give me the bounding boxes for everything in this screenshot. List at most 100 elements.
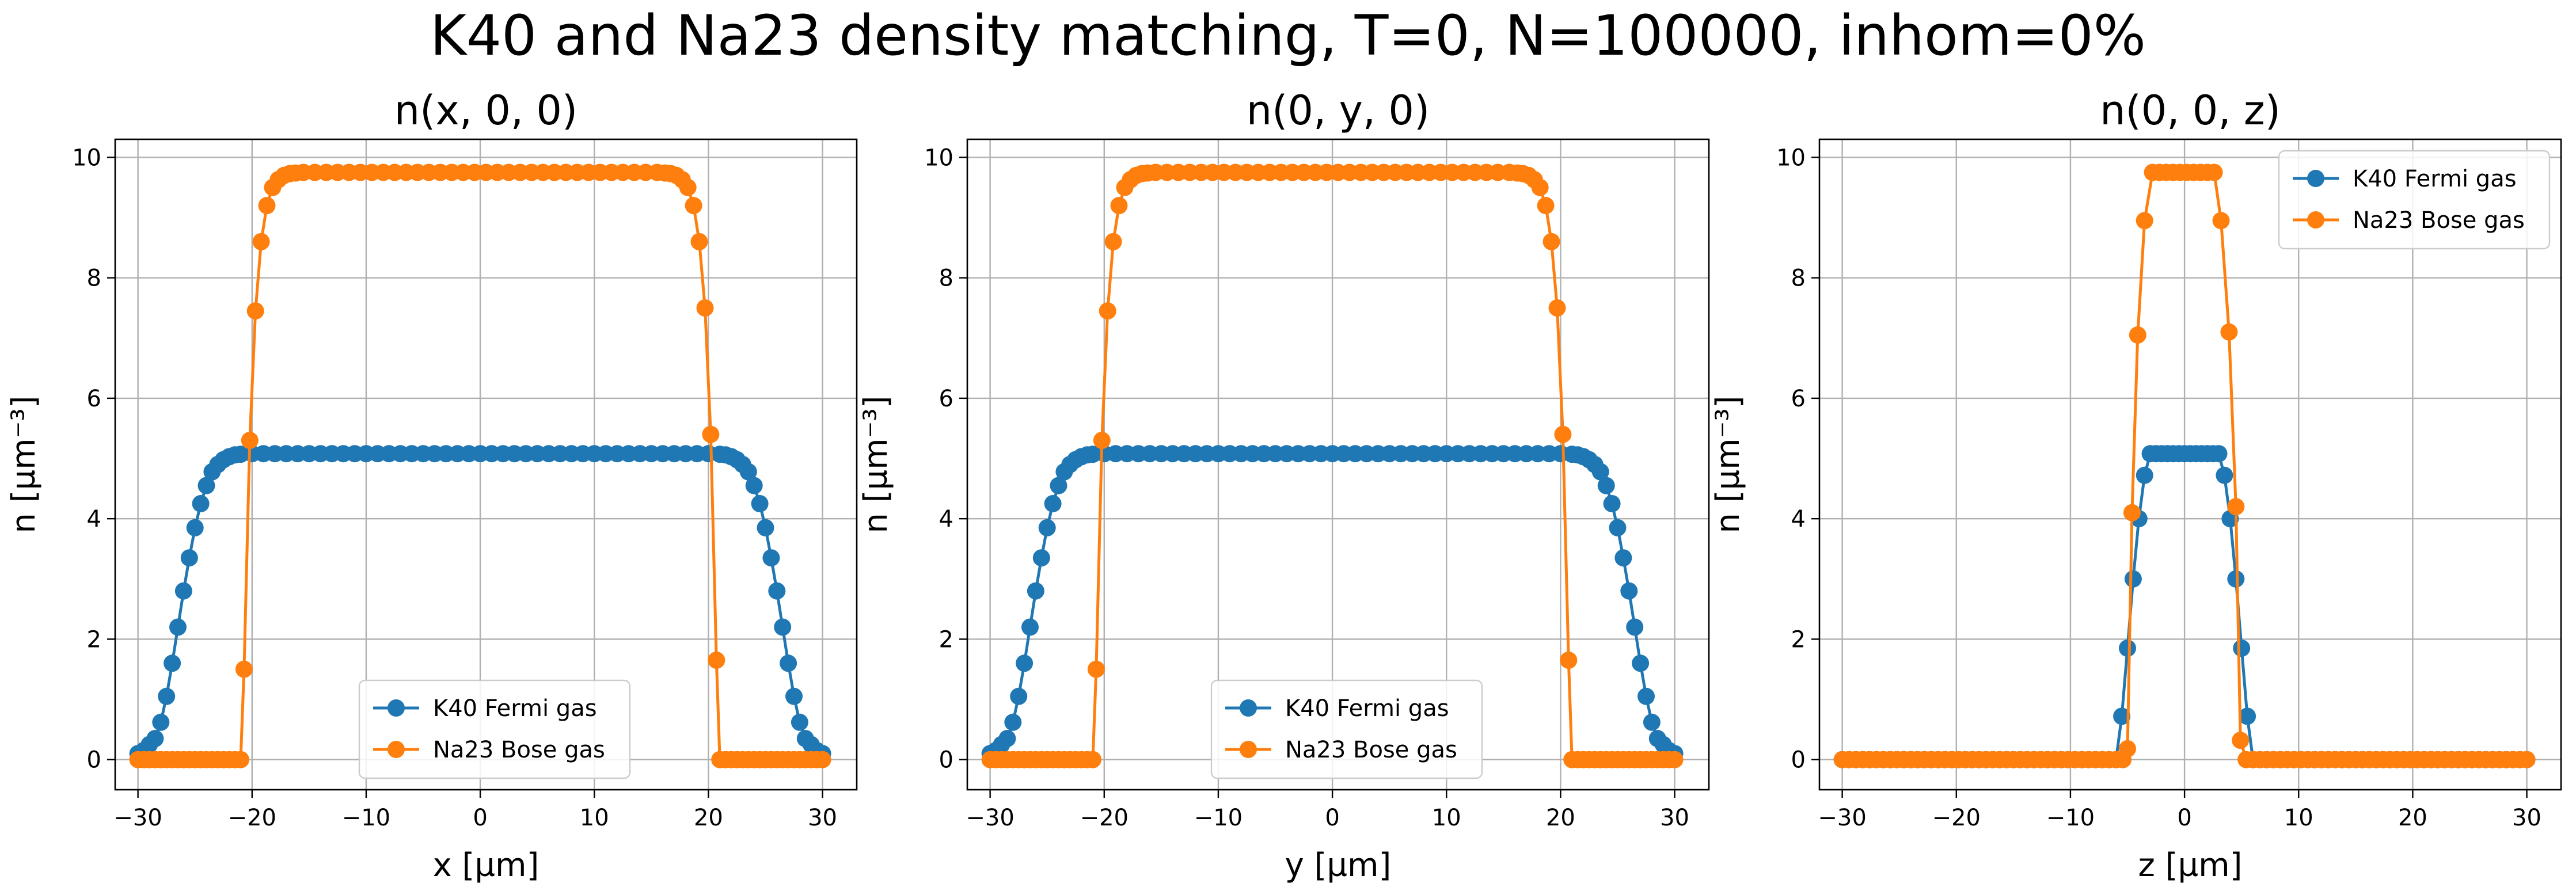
legend-box — [1210, 679, 1483, 779]
legend-entry-k40: K40 Fermi gas — [2353, 166, 2517, 192]
data-point — [2119, 639, 2136, 657]
x-axis-label: y [µm] — [1285, 847, 1392, 884]
data-point — [2119, 740, 2136, 757]
x-tick-label: 20 — [1546, 805, 1575, 831]
legend: K40 Fermi gas Na23 Bose gas — [358, 679, 631, 779]
series-k40 — [981, 445, 1684, 763]
data-point — [1104, 233, 1122, 250]
series-na23 — [129, 163, 831, 768]
subplot-2: −30 −20 −10 0 10 20 30 0 2 4 6 8 10 n(0, y, 0) y [µm] n… — [857, 87, 1710, 884]
data-point — [1560, 652, 1578, 669]
data-point — [702, 425, 720, 443]
x-tick-label: 10 — [1432, 805, 1461, 831]
data-point — [1087, 660, 1105, 678]
legend-marker — [387, 741, 405, 758]
data-point — [192, 495, 210, 512]
data-point — [1093, 432, 1111, 450]
data-point — [768, 582, 786, 600]
x-tick-label: 0 — [473, 805, 487, 831]
y-tick-label: 4 — [87, 506, 101, 532]
y-tick-label: 2 — [1791, 626, 1806, 653]
legend-box — [358, 679, 631, 779]
data-point — [1016, 654, 1034, 672]
axes-frame — [1818, 138, 2562, 791]
x-tick-label: −10 — [2046, 805, 2095, 831]
y-tick-label: 8 — [939, 265, 953, 292]
series-na23 — [981, 163, 1684, 768]
x-tick-label: 10 — [580, 805, 609, 831]
y-tick-label: 0 — [939, 747, 953, 774]
data-point — [1531, 178, 1549, 196]
data-point — [2216, 466, 2233, 484]
legend-entry-na23: Na23 Bose gas — [1285, 737, 1457, 763]
data-point — [1626, 618, 1644, 636]
data-point — [751, 495, 769, 512]
data-point — [739, 463, 757, 481]
legend-entry-k40: K40 Fermi gas — [1285, 695, 1449, 722]
axes-frame — [114, 138, 858, 791]
data-point — [1110, 197, 1128, 215]
legend-box — [2278, 150, 2551, 250]
data-point — [1603, 495, 1621, 512]
data-point — [1010, 687, 1028, 705]
data-point — [232, 751, 249, 768]
series-k40 — [129, 445, 831, 763]
x-tick-label: 20 — [2398, 805, 2427, 831]
data-point — [1632, 654, 1650, 672]
y-tick-label: 10 — [924, 144, 953, 171]
x-tick-label: 30 — [808, 805, 837, 831]
data-point — [1548, 299, 1566, 317]
legend-marker — [2307, 211, 2324, 229]
y-tick-label: 6 — [939, 386, 953, 412]
x-tick-label: −20 — [228, 805, 276, 831]
y-tick-label: 0 — [87, 747, 101, 774]
legend-marker — [387, 699, 405, 717]
data-point — [1050, 477, 1067, 494]
subplot-1: −30 −20 −10 0 10 20 30 0 2 4 6 8 10 n(x, 0, 0) x [µm] n… — [5, 87, 858, 884]
y-tick-label: 2 — [939, 626, 953, 653]
y-tick-label: 6 — [87, 386, 101, 412]
x-tick-label: −10 — [1194, 805, 1243, 831]
x-tick-label: 0 — [2177, 805, 2191, 831]
subplot-title: n(0, 0, z) — [2100, 87, 2281, 134]
data-point — [708, 652, 725, 669]
data-point — [2220, 323, 2238, 341]
data-point — [197, 477, 215, 494]
data-point — [2227, 498, 2245, 516]
y-tick-label: 10 — [72, 144, 101, 171]
data-point — [246, 302, 264, 320]
data-point — [2210, 445, 2228, 463]
data-point — [1021, 618, 1039, 636]
data-point — [1038, 519, 1056, 536]
data-point — [1537, 197, 1555, 215]
y-tick-label: 6 — [1791, 386, 1806, 412]
data-point — [1643, 713, 1661, 731]
data-point — [1099, 302, 1116, 320]
y-tick-label: 4 — [1791, 506, 1806, 532]
data-point — [1542, 233, 1560, 250]
legend-marker — [2307, 170, 2324, 187]
legend-entry-na23: Na23 Bose gas — [2353, 207, 2525, 234]
data-point — [1597, 477, 1615, 494]
data-point — [2212, 212, 2230, 230]
data-point — [2232, 732, 2250, 749]
x-tick-label: 30 — [2512, 805, 2541, 831]
y-axis-label: n [µm⁻³] — [857, 395, 895, 533]
x-tick-label: 0 — [1325, 805, 1339, 831]
legend-marker — [1240, 741, 1257, 758]
data-point — [2205, 163, 2223, 181]
data-point — [235, 660, 253, 678]
data-point — [152, 713, 170, 731]
data-point — [1666, 751, 1684, 768]
data-point — [1614, 549, 1632, 567]
y-tick-label: 10 — [1776, 144, 1806, 171]
figure-suptitle: K40 and Na23 density matching, T=0, N=10… — [430, 3, 2146, 68]
data-point — [2136, 212, 2153, 230]
y-tick-label: 4 — [939, 506, 953, 532]
data-point — [1554, 425, 1572, 443]
y-axis-label: n [µm⁻³] — [1709, 395, 1747, 533]
x-tick-label: −30 — [1818, 805, 1866, 831]
data-point — [1637, 687, 1655, 705]
data-point — [685, 197, 702, 215]
